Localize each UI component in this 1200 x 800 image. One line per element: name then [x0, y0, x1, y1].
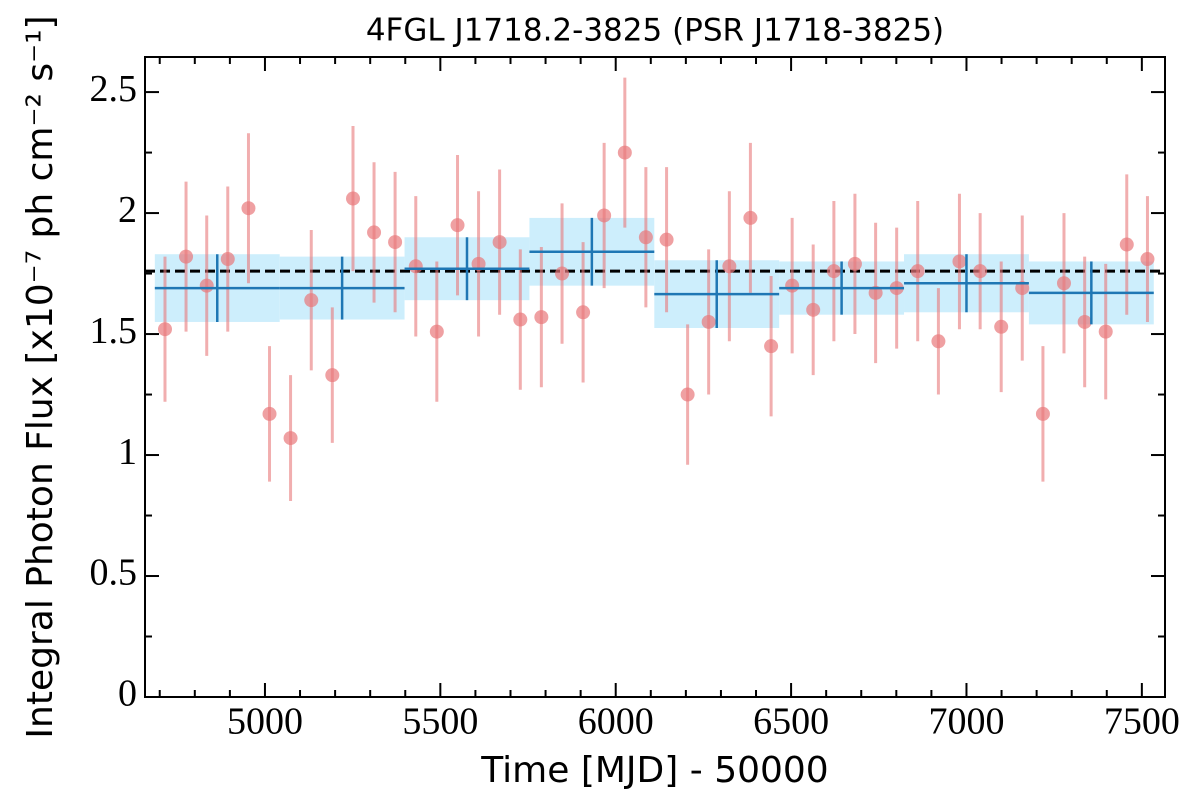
point — [764, 339, 779, 354]
y-tick-label: 1.5 — [90, 310, 138, 352]
point — [659, 232, 674, 247]
point — [617, 145, 632, 160]
point — [513, 312, 528, 327]
point — [199, 278, 214, 293]
point — [492, 235, 507, 250]
point — [388, 235, 403, 250]
point — [994, 319, 1009, 334]
point — [471, 256, 486, 271]
point — [701, 314, 716, 329]
point — [743, 210, 758, 225]
point — [952, 254, 967, 269]
point — [241, 201, 256, 216]
y-tick-label: 2.5 — [90, 68, 138, 110]
point — [1056, 276, 1071, 291]
point — [576, 305, 591, 320]
point — [1140, 252, 1155, 267]
point — [429, 324, 444, 339]
point — [638, 230, 653, 245]
point — [408, 259, 423, 274]
x-tick-label: 5000 — [227, 701, 303, 743]
point — [345, 191, 360, 206]
point — [262, 406, 277, 421]
point — [680, 387, 695, 402]
point — [1119, 237, 1134, 252]
point — [220, 252, 235, 267]
point — [1098, 324, 1113, 339]
point — [931, 334, 946, 349]
y-axis-label: Integral Photon Flux [x10⁻⁷ ph cm⁻² s⁻¹] — [20, 15, 61, 738]
point — [555, 266, 570, 281]
point — [973, 264, 988, 279]
y-tick-label: 0.5 — [90, 552, 138, 594]
point — [785, 278, 800, 293]
point — [179, 249, 194, 264]
point — [157, 322, 172, 337]
point — [367, 225, 382, 240]
point — [1035, 406, 1050, 421]
point — [826, 264, 841, 279]
y-tick-label: 2 — [118, 189, 137, 231]
plot-frame — [144, 56, 1166, 698]
point — [722, 259, 737, 274]
point — [534, 310, 549, 325]
y-tick-label: 0 — [118, 673, 137, 715]
point — [1077, 314, 1092, 329]
point — [304, 293, 319, 308]
chart-title: 4FGL J1718.2-3825 (PSR J1718-3825) — [366, 13, 944, 49]
x-tick-label: 7500 — [1104, 701, 1180, 743]
point — [325, 368, 340, 383]
point — [450, 218, 465, 233]
point — [597, 208, 612, 223]
point — [1015, 281, 1030, 296]
y-tick-label: 1 — [118, 431, 137, 473]
x-tick-label: 5500 — [402, 701, 478, 743]
x-axis-label: Time [MJD] - 50000 — [480, 750, 828, 791]
x-tick-label: 6000 — [578, 701, 654, 743]
point — [806, 302, 821, 317]
point — [847, 256, 862, 271]
x-tick-label: 6500 — [753, 701, 829, 743]
point — [910, 264, 925, 279]
point — [283, 431, 298, 446]
x-tick-label: 7000 — [928, 701, 1004, 743]
point — [868, 285, 883, 300]
